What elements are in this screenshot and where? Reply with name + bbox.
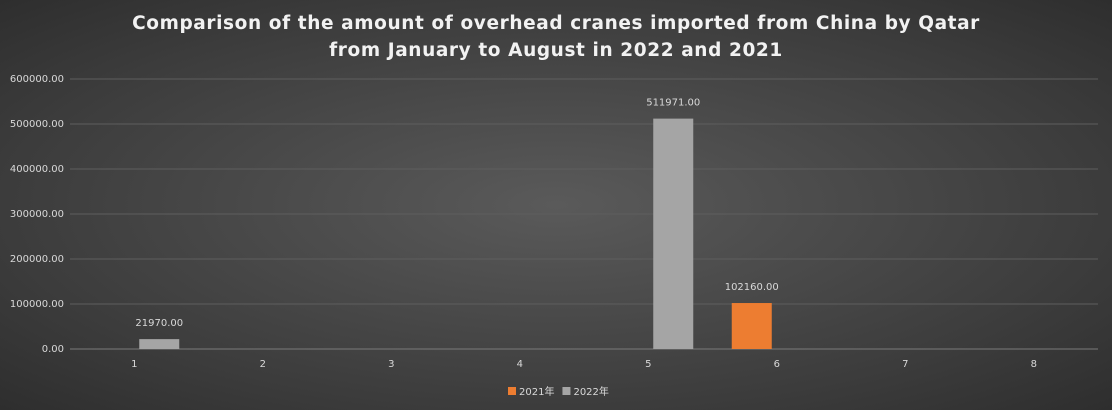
x-tick-label: 4	[517, 359, 523, 370]
y-tick-label: 400000.00	[10, 164, 64, 175]
bar	[731, 303, 772, 349]
x-tick-label: 3	[388, 359, 394, 370]
y-tick-label: 100000.00	[10, 299, 64, 310]
bar	[653, 118, 694, 349]
y-tick-label: 500000.00	[10, 119, 64, 130]
y-tick-label: 600000.00	[10, 74, 64, 85]
y-tick-label: 300000.00	[10, 209, 64, 220]
legend-label: 2022年	[573, 385, 608, 398]
x-tick-label: 6	[774, 359, 780, 370]
data-label: 102160.00	[725, 282, 779, 293]
bar	[139, 339, 180, 349]
legend-label: 2021年	[519, 385, 554, 398]
x-tick-label: 7	[902, 359, 908, 370]
legend-swatch	[508, 387, 516, 395]
y-tick-label: 0.00	[42, 344, 64, 355]
x-tick-label: 5	[645, 359, 651, 370]
x-tick-label: 8	[1031, 359, 1037, 370]
x-tick-label: 1	[131, 359, 137, 370]
legend-swatch	[562, 387, 571, 395]
data-label: 21970.00	[135, 318, 183, 329]
y-tick-label: 200000.00	[10, 254, 64, 265]
x-tick-label: 2	[260, 359, 266, 370]
data-label: 511971.00	[646, 98, 700, 109]
chart-title: Comparison of the amount of overhead cra…	[132, 13, 980, 61]
